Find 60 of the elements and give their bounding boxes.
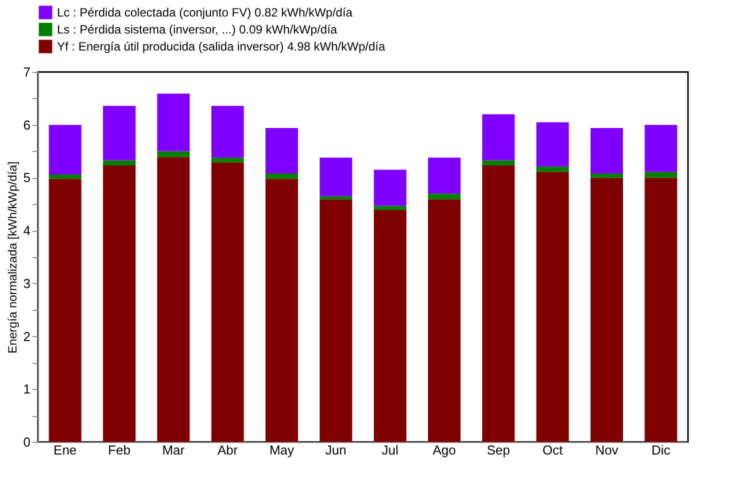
- bar: [374, 206, 406, 210]
- bar: [644, 124, 678, 172]
- bar: [320, 158, 352, 196]
- bar: [428, 158, 460, 194]
- x-tick-label: Oct: [542, 442, 564, 458]
- x-tick-label: Nov: [595, 442, 619, 458]
- x-tick-label: Sep: [486, 442, 510, 458]
- y-tick-label: 7: [23, 64, 30, 80]
- bar: [536, 166, 569, 172]
- bar: [103, 166, 136, 442]
- bar: [428, 194, 460, 200]
- x-tick-label: Dic: [652, 442, 671, 458]
- x-tick-label: Ago: [432, 442, 456, 458]
- y-tick-label: 6: [23, 117, 30, 132]
- bar: [211, 158, 244, 162]
- y-tick-label: 5: [23, 170, 30, 186]
- bar: [48, 124, 82, 175]
- bar: [482, 166, 515, 442]
- bar: [157, 157, 190, 442]
- bar: [482, 114, 515, 160]
- y-axis-title: Energía normalizada [kWh/kWp/día]: [5, 161, 20, 354]
- bar: [48, 178, 82, 442]
- bar: [374, 210, 406, 442]
- x-tick-label: Feb: [108, 442, 130, 458]
- legend-label: Yf : Energía útil producida (salida inversor) 4.98 kWh/kWp/día: [57, 40, 386, 54]
- x-tick-label: Jul: [382, 442, 398, 458]
- x-tick-label: Mar: [162, 442, 186, 458]
- bar: [211, 106, 244, 158]
- y-tick-label: 1: [23, 382, 30, 397]
- bar: [211, 162, 244, 442]
- bar: [374, 170, 406, 206]
- x-tick-label: May: [269, 442, 295, 458]
- y-tick-label: 3: [23, 276, 30, 291]
- bar: [320, 199, 352, 442]
- bar: [536, 122, 569, 167]
- bar: [103, 106, 136, 160]
- x-tick-label: Jun: [325, 442, 346, 458]
- bar: [428, 199, 460, 442]
- y-tick-label: 4: [23, 223, 30, 238]
- bar: [482, 160, 515, 166]
- y-tick-label: 0: [23, 434, 30, 450]
- bar: [590, 173, 623, 178]
- legend-label: Lc : Pérdida colectada (conjunto FV) 0.82 kWh/kWp/día: [57, 6, 353, 20]
- bar: [157, 94, 190, 152]
- x-tick-label: Abr: [217, 442, 238, 458]
- bar: [157, 151, 190, 158]
- bar: [590, 128, 623, 174]
- y-tick-label: 2: [23, 328, 30, 344]
- bar: [266, 128, 298, 174]
- bar: [103, 160, 136, 166]
- bar: [644, 178, 678, 442]
- bar: [266, 178, 298, 442]
- bar: [590, 178, 623, 442]
- x-tick-label: Ene: [54, 442, 77, 458]
- bar: [48, 174, 82, 179]
- bar: [320, 196, 352, 200]
- bar: [644, 172, 678, 178]
- bar: [266, 173, 298, 179]
- legend-label: Ls : Pérdida sistema (inversor, ...) 0.09 kWh/kWp/día: [57, 22, 338, 36]
- bar: [536, 172, 569, 442]
